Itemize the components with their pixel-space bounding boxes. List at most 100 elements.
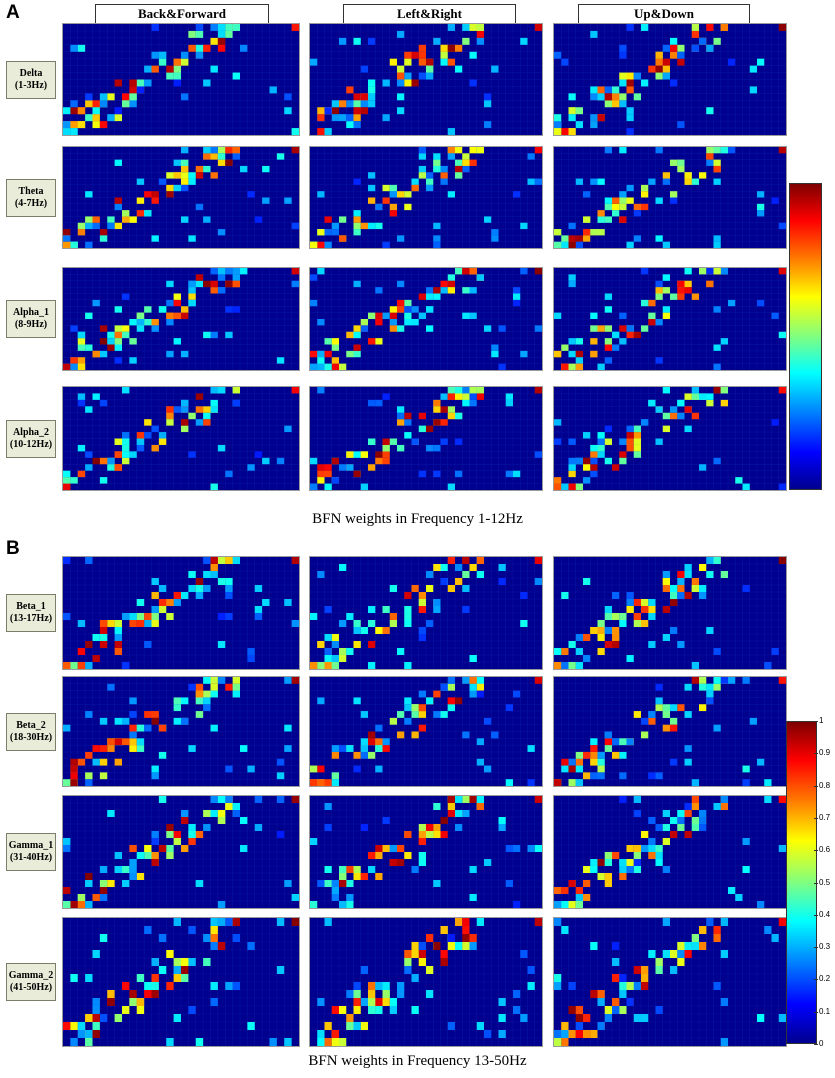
heatmap-cell	[720, 338, 728, 345]
heatmap-cell	[382, 438, 390, 445]
heatmap-cell	[203, 412, 211, 420]
heatmap-cell	[771, 934, 779, 942]
heatmap-cell	[382, 738, 390, 746]
heatmap-cell	[440, 683, 448, 691]
heatmap-cell	[426, 287, 434, 294]
heatmap-cell	[397, 72, 405, 80]
heatmap-cell	[597, 758, 605, 766]
heatmap-cell	[433, 444, 441, 452]
heatmap-cell	[583, 464, 591, 471]
heatmap-cell	[77, 222, 86, 230]
heatmap-cell	[534, 796, 542, 803]
heatmap-cell	[99, 477, 108, 484]
heatmap-cell	[604, 731, 612, 739]
heatmap-cell	[433, 824, 441, 831]
heatmap-cell	[310, 299, 318, 307]
heatmap-cell	[360, 319, 368, 326]
heatmap-cell	[720, 803, 728, 810]
heatmap-cell	[513, 1006, 521, 1014]
heatmap-cell	[173, 312, 181, 319]
heatmap-cell	[389, 585, 397, 592]
heatmap-cell	[677, 412, 685, 420]
heatmap-cell	[554, 648, 562, 655]
heatmap-cell	[144, 982, 152, 990]
heatmap-cell	[633, 331, 641, 339]
heatmap-cell	[561, 887, 569, 894]
heatmap-cell	[469, 159, 477, 166]
heatmap-cell	[85, 1030, 93, 1038]
heatmap-cell	[440, 51, 448, 59]
heatmap-cell	[122, 444, 130, 452]
heatmap-cell	[684, 711, 692, 718]
heatmap-cell	[684, 942, 692, 950]
heatmap-cell	[92, 745, 100, 752]
heatmap-cell	[353, 620, 361, 627]
heatmap-cell	[455, 796, 463, 803]
heatmap-cell	[210, 796, 218, 803]
heatmap-cell	[418, 627, 426, 634]
heatmap-cell	[291, 796, 299, 803]
heatmap-cell	[188, 926, 196, 934]
heatmap-cell	[706, 557, 714, 564]
heatmap-cell	[706, 107, 714, 115]
heatmap-cell	[144, 319, 152, 326]
heatmap-cell	[353, 751, 361, 759]
heatmap-cell	[612, 93, 620, 101]
heatmap-cell	[317, 641, 325, 648]
heatmap-cell	[240, 817, 248, 824]
heatmap-cell	[527, 153, 535, 160]
heatmap-cell	[77, 470, 86, 478]
heatmap-cell	[513, 287, 521, 294]
heatmap-cell	[575, 483, 583, 490]
heatmap-cell	[210, 147, 218, 154]
heatmap-cell	[648, 838, 656, 845]
heatmap-cell	[324, 803, 332, 810]
heatmap-cell	[331, 222, 339, 230]
heatmap-cell	[699, 704, 707, 712]
heatmap-cell	[404, 203, 412, 211]
heatmap-cell	[210, 557, 218, 564]
heatmap-cell	[554, 114, 562, 122]
heatmap-cell	[757, 758, 765, 766]
heatmap-cell	[217, 677, 226, 684]
heatmap-cell	[706, 280, 714, 288]
heatmap-cell	[433, 37, 441, 45]
heatmap-cell	[590, 1030, 598, 1038]
heatmap-cell	[568, 235, 576, 242]
heatmap-cell	[85, 344, 93, 351]
heatmap-cell	[203, 79, 211, 87]
heatmap-cell	[554, 1030, 562, 1038]
heatmap-cell	[455, 172, 463, 179]
heatmap-cell	[144, 926, 152, 934]
heatmap-cell	[210, 934, 218, 942]
heatmap-cell	[346, 86, 354, 94]
heatmap-cell	[597, 772, 605, 780]
heatmap-cell	[498, 1014, 506, 1022]
heatmap-cell	[70, 325, 78, 332]
heatmap-cell	[612, 210, 620, 217]
heatmap-cell	[433, 287, 441, 294]
heatmap-cell	[554, 312, 562, 319]
heatmap-cell	[433, 606, 441, 613]
colorbar-a	[789, 183, 822, 490]
colorbar-tick-line	[814, 753, 818, 755]
heatmap-cell	[440, 831, 448, 838]
heatmap-cell	[534, 918, 542, 926]
heatmap-cell	[269, 86, 277, 94]
heatmap-cell	[575, 178, 583, 185]
heatmap-cell	[144, 845, 152, 852]
heatmap-cell	[114, 79, 122, 87]
heatmap-cell	[604, 344, 612, 351]
heatmap-cell	[225, 982, 233, 990]
heatmap-cell	[626, 241, 634, 248]
row-label-a-3: Alpha_2 (10-12Hz)	[6, 419, 56, 458]
heatmap-b-r3-c1	[309, 917, 543, 1047]
heatmap-cell	[713, 934, 721, 942]
heatmap-cell	[583, 457, 591, 465]
colorbar-tick-line	[814, 785, 818, 787]
heatmap-cell	[684, 406, 692, 413]
heatmap-cell	[92, 457, 100, 465]
heatmap-cell	[217, 613, 226, 620]
heatmap-cell	[404, 592, 412, 599]
heatmap-cell	[397, 299, 405, 307]
